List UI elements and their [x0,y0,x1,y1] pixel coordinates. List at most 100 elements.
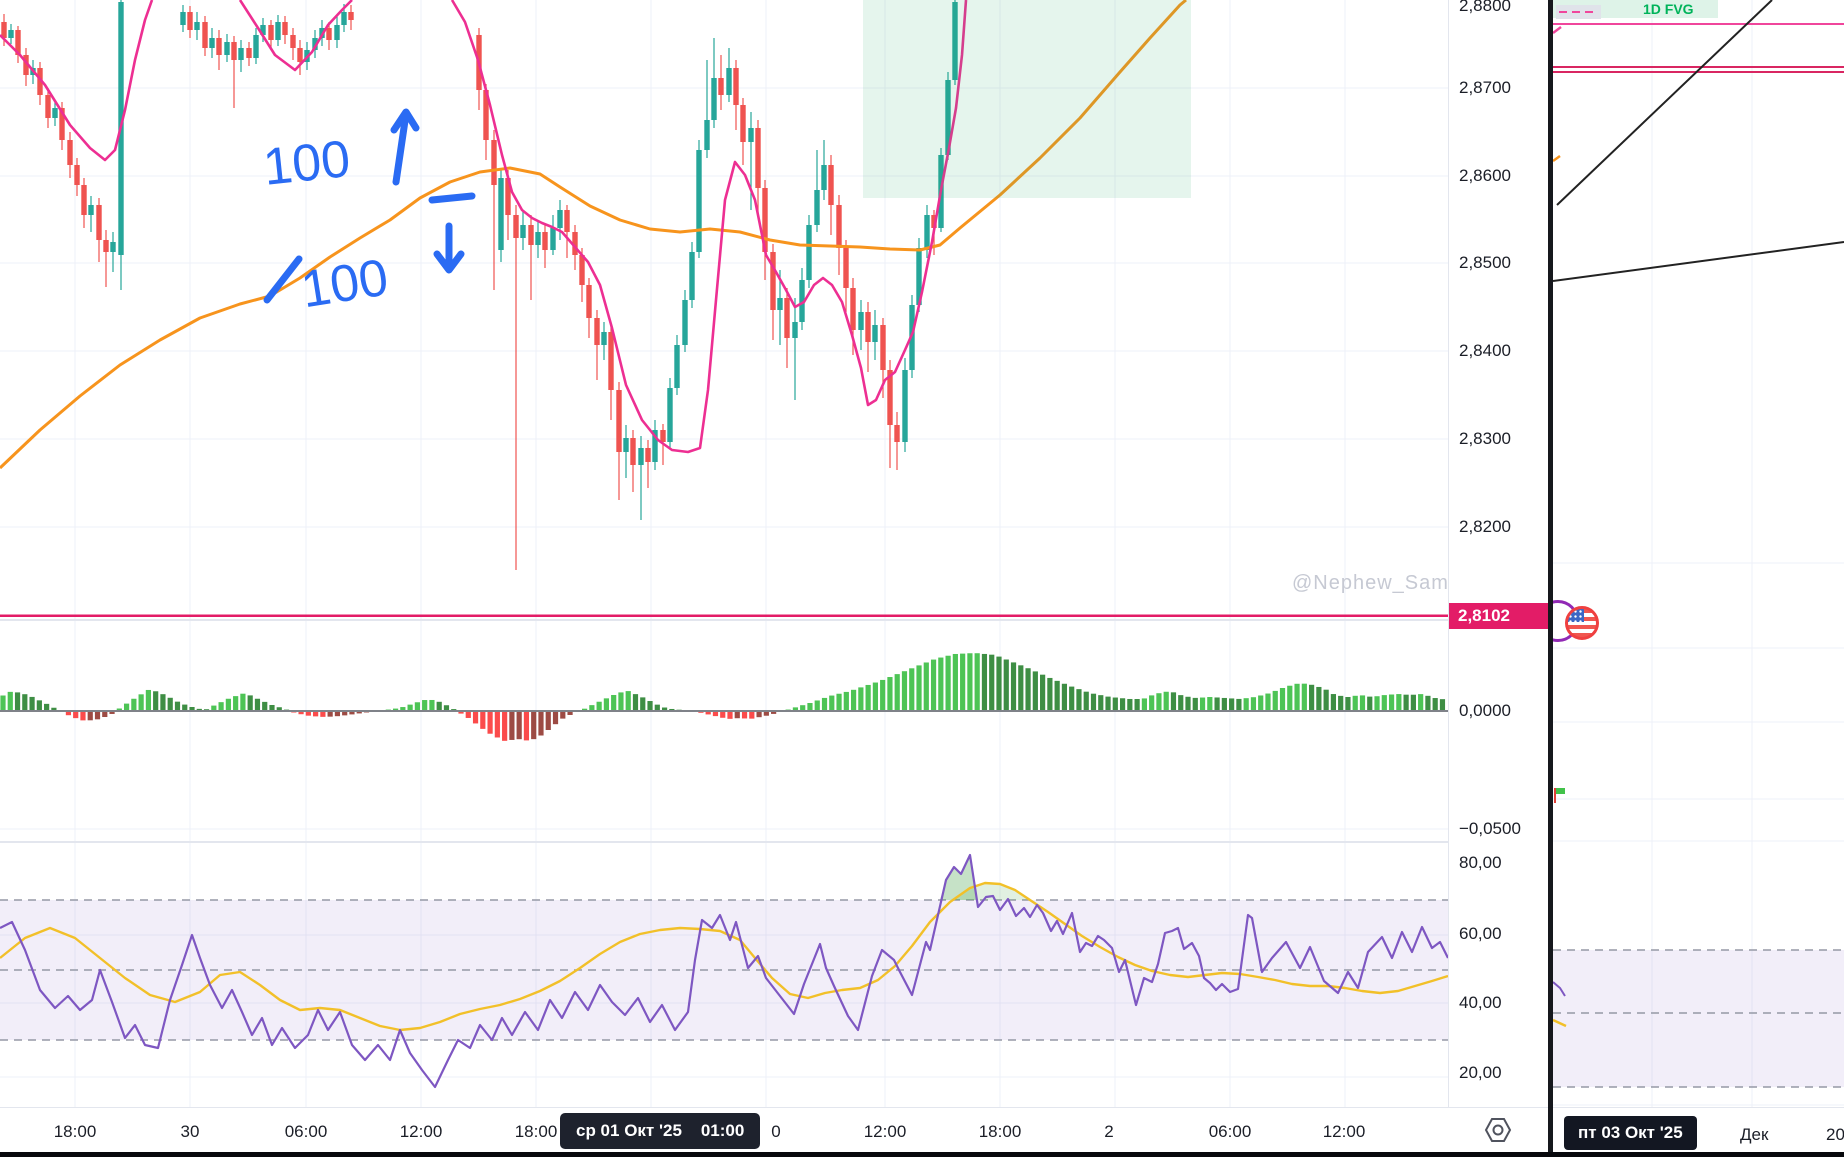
candle-body[interactable] [902,370,908,442]
ma-fast-line[interactable] [0,0,154,162]
candle-body[interactable] [550,228,556,250]
candle-body[interactable] [513,215,519,238]
candle-body[interactable] [542,232,548,250]
candle-body[interactable] [326,28,332,40]
price-axis[interactable]: 2,8102 2,8800 2,8700 2,8600 2,8500 2,8400 2,8… [1448,0,1549,1107]
candle-body[interactable] [528,225,534,245]
candle-body[interactable] [59,108,65,140]
candle-body[interactable] [194,22,200,30]
candle-body[interactable] [770,252,776,310]
candle-body[interactable] [652,430,658,462]
candle-body[interactable] [616,390,622,452]
candle-body[interactable] [1,22,7,38]
candle-body[interactable] [224,42,230,55]
candle-body[interactable] [52,108,58,118]
candle-body[interactable] [253,35,259,58]
candle-body[interactable] [180,12,186,25]
candle-body[interactable] [623,438,629,452]
candle-body[interactable] [557,210,563,228]
candle-body[interactable] [260,25,266,35]
daily-time-axis[interactable]: пт 03 Окт '25 Дек 20 [1553,1107,1844,1152]
candle-body[interactable] [23,55,29,75]
candle-body[interactable] [733,68,739,105]
candle-body[interactable] [520,225,526,238]
candle-body[interactable] [843,248,849,288]
candle-body[interactable] [67,140,73,165]
candle-body[interactable] [880,325,886,370]
trendline[interactable] [1553,241,1844,282]
candle-body[interactable] [792,322,798,338]
candle-body[interactable] [718,78,724,95]
candle-body[interactable] [726,68,732,95]
candle-body[interactable] [505,178,511,215]
candle-body[interactable] [645,448,651,462]
candle-body[interactable] [836,205,842,248]
event-flag-marker[interactable] [1553,788,1565,804]
ma-fast-line[interactable] [450,0,968,454]
candle-body[interactable] [103,240,109,252]
candle-body[interactable] [45,95,51,118]
candle-body[interactable] [894,425,900,442]
time-axis[interactable]: ср 01 Окт '25 01:00 18:00 30 06:00 12:00 18:… [0,1107,1553,1152]
candle-body[interactable] [572,232,578,255]
candle-body[interactable] [638,448,644,465]
candle-body[interactable] [887,370,893,425]
candle-body[interactable] [865,312,871,342]
ma-fast-line[interactable] [238,0,353,72]
candle-body[interactable] [667,388,673,442]
candle-body[interactable] [268,25,274,40]
candle-body[interactable] [282,22,288,35]
candle-body[interactable] [858,312,864,330]
candle-body[interactable] [341,12,347,25]
candle-body[interactable] [586,285,592,318]
candle-body[interactable] [931,215,937,228]
candle-body[interactable] [799,280,805,322]
candle-body[interactable] [564,210,570,232]
candle-body[interactable] [806,225,812,280]
candle-body[interactable] [290,35,296,48]
candle-body[interactable] [74,165,80,185]
candle-body[interactable] [945,80,951,155]
ma-slow-line[interactable] [0,0,1187,470]
candle-body[interactable] [275,22,281,40]
candle-body[interactable] [81,185,87,215]
candle-body[interactable] [909,305,915,370]
candle-body[interactable] [704,120,710,150]
hand-drawn-annotation[interactable]: 100 100 [261,108,476,319]
trendline[interactable] [1556,0,1773,206]
candle-body[interactable] [579,255,585,285]
candle-body[interactable] [216,38,222,55]
candle-body[interactable] [916,248,922,305]
candle-body[interactable] [8,30,14,38]
us-flag-icon[interactable] [1565,606,1599,640]
candle-body[interactable] [850,288,856,330]
candle-body[interactable] [535,232,541,245]
candle-body[interactable] [297,48,303,62]
candle-body[interactable] [15,30,21,55]
candle-body[interactable] [689,252,695,300]
daily-chart-canvas[interactable] [1553,0,1844,1152]
candle-body[interactable] [231,42,237,60]
candle-body[interactable] [37,68,43,95]
candle-body[interactable] [814,190,820,225]
candle-body[interactable] [334,25,340,40]
candle-body[interactable] [630,438,636,465]
candle-body[interactable] [238,48,244,60]
last-price-line[interactable] [0,614,1448,618]
panel-divider[interactable] [1548,0,1553,1152]
candle-body[interactable] [777,298,783,310]
candle-body[interactable] [110,242,116,252]
candle-body[interactable] [246,48,252,58]
candle-body[interactable] [682,300,688,345]
candle-body[interactable] [872,325,878,342]
candle-body[interactable] [202,22,208,48]
candle-body[interactable] [608,332,614,390]
candle-body[interactable] [88,205,94,215]
candle-body[interactable] [660,430,666,442]
candle-body[interactable] [696,150,702,252]
candle-body[interactable] [924,215,930,250]
candle-body[interactable] [312,38,318,50]
candle-body[interactable] [674,345,680,388]
candle-body[interactable] [96,205,102,240]
candle-body[interactable] [711,78,717,120]
